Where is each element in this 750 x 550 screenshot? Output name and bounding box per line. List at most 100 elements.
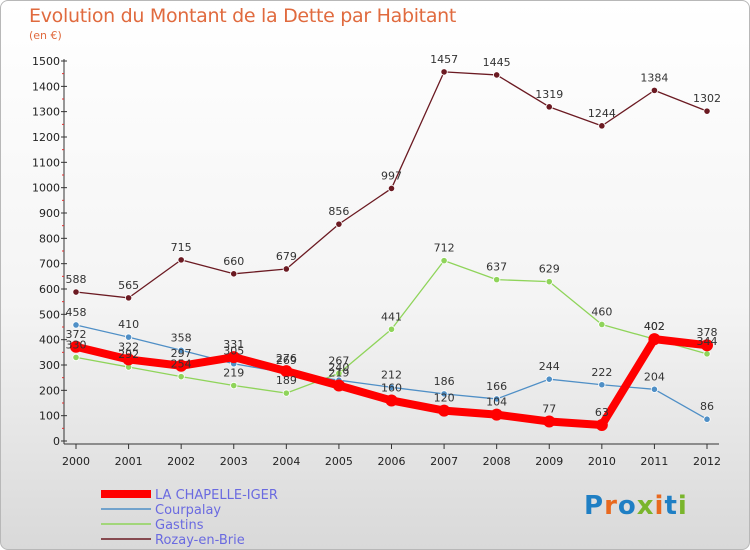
data-point <box>124 333 133 341</box>
x-tick-label: 2011 <box>640 455 668 468</box>
data-point <box>701 339 713 352</box>
data-point <box>387 383 396 391</box>
y-tick-label: 1500 <box>32 55 60 68</box>
legend-label: LA CHAPELLE-IGER <box>155 488 278 503</box>
data-point <box>335 369 343 377</box>
data-point <box>440 257 448 265</box>
data-point <box>177 373 185 381</box>
legend-item: Gastins <box>101 518 204 533</box>
data-label: 212 <box>381 368 402 381</box>
proxiti-logo: Proxiti <box>584 491 688 521</box>
data-point <box>230 381 238 390</box>
data-label: 588 <box>66 273 87 286</box>
legend-label: Courpalay <box>155 503 221 518</box>
legend-label: Gastins <box>155 518 204 533</box>
series-la-chapelle-iger <box>70 333 713 432</box>
x-tick-label: 2004 <box>272 455 300 468</box>
data-label: 269 <box>276 354 297 367</box>
x-tick-label: 2006 <box>378 455 406 468</box>
x-tick-label: 2002 <box>167 455 195 468</box>
data-point <box>493 395 501 403</box>
x-tick-label: 2008 <box>483 455 511 468</box>
data-label: 189 <box>276 374 297 387</box>
data-point <box>650 385 659 393</box>
data-label: 104 <box>486 396 507 409</box>
data-point <box>282 265 290 273</box>
data-label: 305 <box>223 345 244 358</box>
y-tick-label: 500 <box>39 308 60 321</box>
data-point <box>332 379 345 392</box>
data-label: 441 <box>381 310 402 323</box>
data-label: 679 <box>276 250 297 263</box>
data-point <box>177 346 185 354</box>
data-point <box>335 220 343 228</box>
data-point <box>385 394 398 407</box>
data-label: 120 <box>434 392 455 405</box>
legend-item: Rozay-en-Brie <box>101 533 245 548</box>
data-point <box>280 365 293 378</box>
data-point <box>282 389 290 397</box>
data-point <box>72 321 80 329</box>
data-point <box>543 415 556 428</box>
y-tick-label: 1100 <box>32 156 60 169</box>
y-tick-label: 100 <box>39 410 60 423</box>
data-label: 219 <box>223 367 244 380</box>
data-label: 410 <box>118 318 139 331</box>
data-label: 715 <box>171 241 192 254</box>
series-rozay-en-brie <box>72 68 711 302</box>
data-point <box>490 408 503 421</box>
series-courpalay <box>72 321 711 423</box>
data-point <box>595 419 608 432</box>
data-label: 219 <box>328 367 349 380</box>
data-point <box>438 404 451 417</box>
data-point <box>227 351 240 364</box>
y-tick-label: 1300 <box>32 106 60 119</box>
data-point <box>545 375 553 383</box>
data-label: 322 <box>118 340 139 353</box>
data-point <box>440 68 448 76</box>
x-tick-label: 2009 <box>535 455 563 468</box>
data-label: 276 <box>276 352 297 365</box>
y-tick-label: 1000 <box>32 182 60 195</box>
data-label: 1445 <box>483 56 511 69</box>
x-tick-label: 2007 <box>430 455 458 468</box>
data-point <box>545 278 553 286</box>
data-point <box>177 256 185 264</box>
data-label: 160 <box>381 381 402 394</box>
data-label: 77 <box>542 402 556 415</box>
x-tick-label: 2012 <box>693 455 721 468</box>
data-point <box>72 353 80 361</box>
data-label: 1384 <box>640 71 668 84</box>
y-tick-label: 1400 <box>32 80 60 93</box>
legend-item: LA CHAPELLE-IGER <box>101 488 278 503</box>
x-tick-label: 2010 <box>588 455 616 468</box>
data-label: 402 <box>644 320 665 333</box>
data-label: 458 <box>66 306 87 319</box>
data-point <box>598 320 606 329</box>
y-tick-label: 200 <box>39 384 60 397</box>
y-tick-label: 600 <box>39 283 60 296</box>
data-label: 565 <box>118 279 139 292</box>
data-point <box>70 340 82 353</box>
chart-unit: (en €) <box>29 29 62 42</box>
data-label: 331 <box>223 338 244 351</box>
series-gastins <box>72 257 711 397</box>
data-point <box>72 288 80 296</box>
data-point <box>230 270 238 278</box>
data-label: 712 <box>434 242 455 255</box>
data-label: 344 <box>697 335 718 348</box>
legend-item: Courpalay <box>101 503 221 518</box>
data-label: 460 <box>591 305 612 318</box>
y-tick-label: 700 <box>39 258 60 271</box>
data-label: 204 <box>644 370 665 383</box>
x-tick-label: 2001 <box>115 455 143 468</box>
data-label: 254 <box>171 358 192 371</box>
data-point <box>650 86 659 94</box>
data-label: 267 <box>328 354 349 367</box>
data-label: 1319 <box>535 88 563 101</box>
data-point <box>122 353 135 366</box>
data-label: 997 <box>381 169 402 182</box>
chart-title: Evolution du Montant de la Dette par Hab… <box>29 5 457 27</box>
